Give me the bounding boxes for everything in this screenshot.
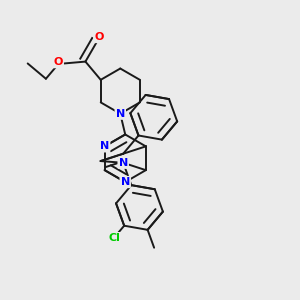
Text: O: O xyxy=(53,57,63,67)
Text: O: O xyxy=(94,32,104,42)
Text: N: N xyxy=(100,141,109,152)
Text: Cl: Cl xyxy=(109,233,121,243)
Text: N: N xyxy=(121,177,130,187)
Text: N: N xyxy=(116,109,125,119)
Text: N: N xyxy=(118,158,128,168)
